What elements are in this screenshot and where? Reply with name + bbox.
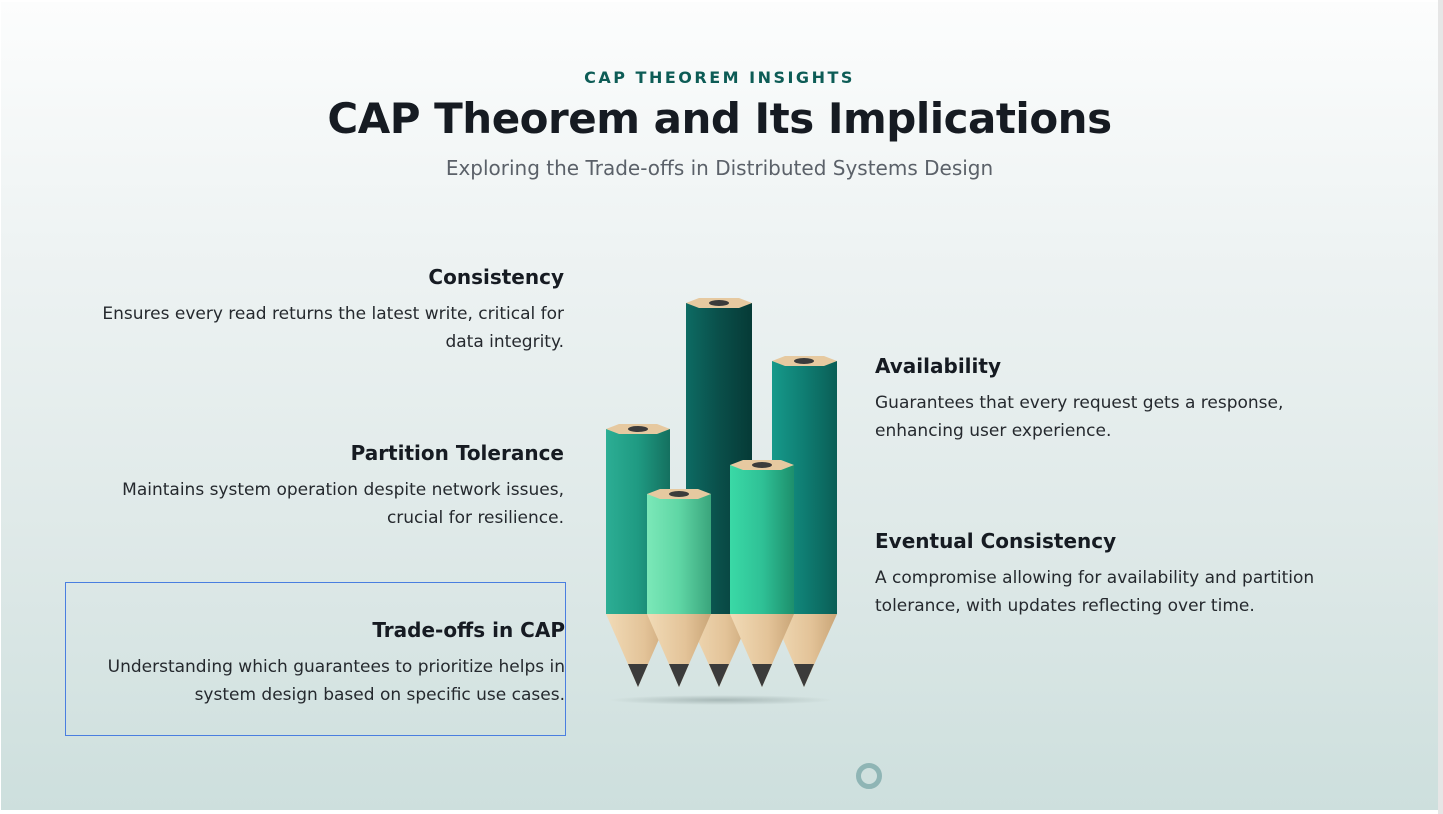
point-eventual-consistency: Eventual Consistency A compromise allowi… [875,528,1375,620]
page-subtitle: Exploring the Trade-offs in Distributed … [445,156,994,180]
point-title: Trade-offs in CAP [372,618,565,642]
slide-indicator-icon[interactable] [856,763,882,789]
pencil-light-green [647,489,711,687]
point-title: Eventual Consistency [875,529,1117,553]
point-trade-offs-selected[interactable]: Trade-offs in CAP Understanding which gu… [65,582,566,736]
pencils-illustration [606,298,837,705]
point-description: Guarantees that every request gets a res… [875,393,1284,441]
point-description: Maintains system operation despite netwo… [122,480,564,528]
pencil-green [730,460,794,687]
point-partition-tolerance: Partition Tolerance Maintains system ope… [61,440,564,532]
page-title: CAP Theorem and Its Implications [327,94,1112,143]
kicker-label: CAP THEOREM INSIGHTS [584,68,855,87]
point-description: A compromise allowing for availability a… [875,568,1315,616]
point-title: Availability [875,354,1001,378]
point-title: Consistency [428,265,564,289]
window-edge [1438,0,1443,814]
point-availability: Availability Guarantees that every reque… [875,353,1375,445]
point-description: Ensures every read returns the latest wr… [102,304,564,352]
point-description: Understanding which guarantees to priori… [107,657,565,705]
point-consistency: Consistency Ensures every read returns t… [61,264,564,356]
point-title: Partition Tolerance [350,441,564,465]
